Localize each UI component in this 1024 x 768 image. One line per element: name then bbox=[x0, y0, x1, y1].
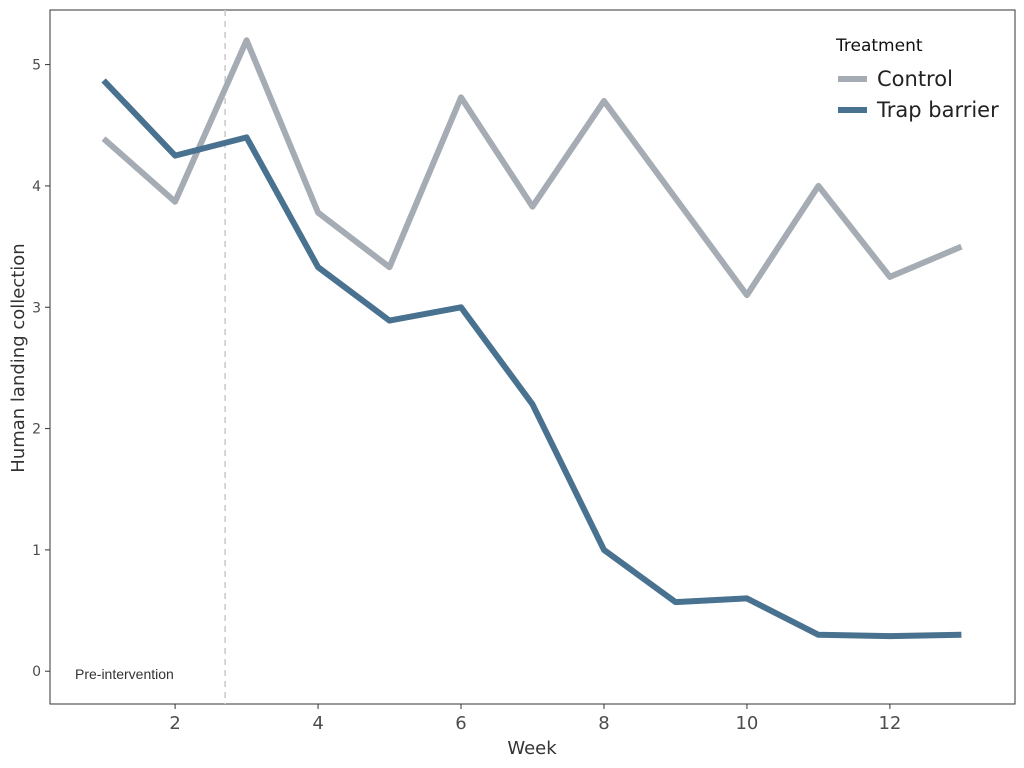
pre-intervention-label: Pre-intervention bbox=[75, 666, 174, 682]
y-tick-label: 0 bbox=[32, 664, 41, 680]
plot-border bbox=[49, 9, 1016, 705]
x-tick-label: 8 bbox=[598, 713, 609, 734]
x-tick-label: 4 bbox=[312, 713, 323, 734]
x-tick-label: 6 bbox=[455, 713, 466, 734]
x-tick-label: 2 bbox=[169, 713, 180, 734]
legend-label: Control bbox=[877, 67, 953, 91]
y-tick-label: 4 bbox=[32, 179, 41, 195]
y-tick-label: 1 bbox=[32, 543, 41, 559]
x-axis-title: Week bbox=[507, 738, 557, 759]
y-tick-label: 5 bbox=[32, 58, 41, 74]
y-tick-label: 2 bbox=[32, 422, 41, 438]
series-line-trap-barrier bbox=[101, 78, 962, 640]
legend: Treatment Control Trap barrier bbox=[835, 36, 999, 122]
y-axis-title: Human landing collection bbox=[8, 243, 29, 472]
x-tick-label: 12 bbox=[878, 713, 901, 734]
legend-title: Treatment bbox=[835, 36, 923, 56]
y-tick-label: 3 bbox=[32, 300, 41, 316]
legend-label: Trap barrier bbox=[876, 98, 999, 122]
series-line-control bbox=[101, 37, 963, 299]
x-tick-label: 10 bbox=[735, 713, 758, 734]
